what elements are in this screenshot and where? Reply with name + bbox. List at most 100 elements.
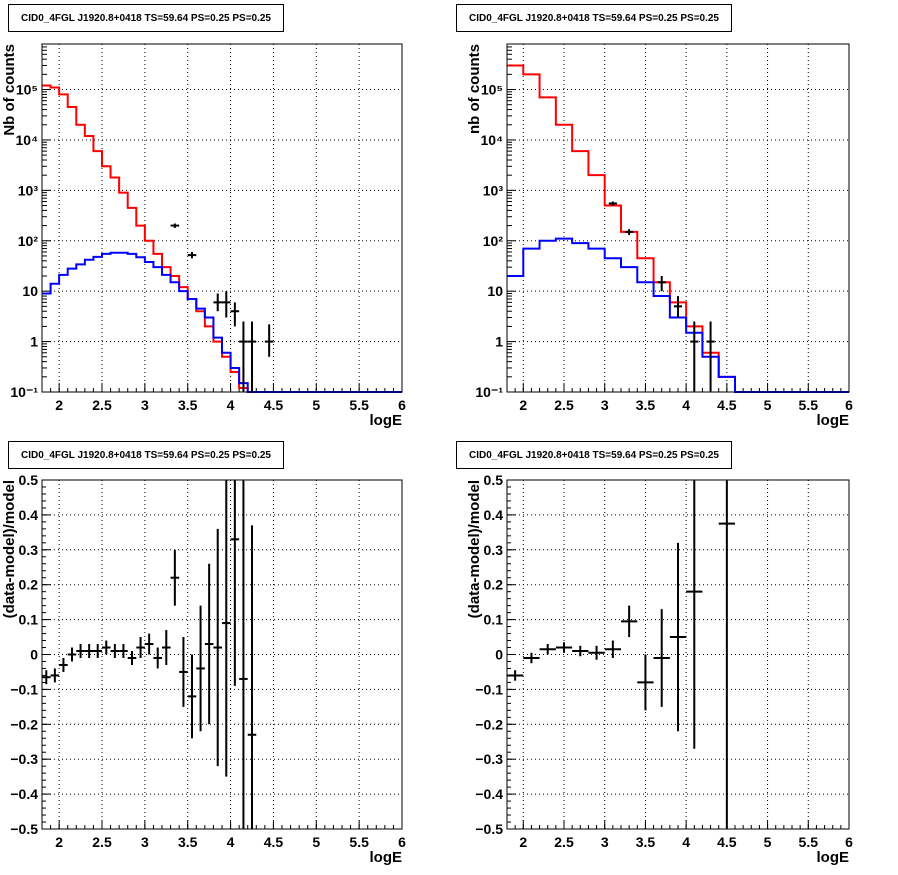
y-axis-label: (data-model)/model: [1, 480, 18, 618]
y-tick-label: 10⁴: [16, 132, 39, 148]
data-point: [230, 302, 240, 327]
data-point: [187, 251, 197, 259]
data-point: [67, 647, 77, 662]
y-tick-label: −0.4: [10, 786, 38, 802]
data-point: [110, 644, 120, 658]
data-point: [84, 644, 94, 658]
data-point: [247, 321, 257, 392]
y-tick-label: −0.5: [10, 821, 38, 837]
y-tick-label: −0.1: [475, 681, 503, 697]
data-point: [59, 657, 68, 672]
x-tick-label: 6: [398, 397, 406, 413]
x-axis-label: logE: [817, 849, 850, 866]
data-point: [657, 276, 666, 292]
data-point: [555, 642, 573, 653]
x-axis-label: logE: [817, 412, 850, 429]
y-tick-label: 10³: [18, 182, 39, 198]
y-tick-label: 0.5: [19, 472, 39, 488]
x-tick-label: 3: [601, 834, 609, 850]
data-point: [204, 563, 214, 725]
data-point: [230, 480, 240, 686]
data-point: [588, 645, 605, 660]
data-point: [673, 296, 683, 318]
x-tick-label: 3.5: [178, 397, 198, 413]
residual-plot: 2 2.5 3 3.5 4 4.5 5 5.5 6 −0.5 −0.4 −0.3 −0.2 −0.1 0 0.…: [466, 472, 853, 866]
x-tick-label: 3.5: [178, 834, 198, 850]
plot-frame: [506, 43, 850, 393]
y-tick-label: 10: [22, 283, 38, 299]
plot-frame: [41, 479, 403, 830]
data-point: [669, 542, 687, 732]
y-tick-label: −0.4: [475, 786, 503, 802]
y-tick-label: 0: [30, 647, 38, 663]
y-tick-label: 0.3: [19, 542, 39, 558]
x-tick-label: 6: [845, 397, 853, 413]
plot-frame: [506, 479, 850, 830]
x-tick-label: 4.5: [264, 834, 284, 850]
x-tick-label: 2.5: [554, 397, 574, 413]
data-point: [539, 644, 556, 655]
data-point: [136, 637, 145, 658]
residual-plot: 2 2.5 3 3.5 4 4.5 5 5.5 6 −0.5 −0.4 −0.3 −0.2 −0.1 0 0.…: [1, 472, 406, 866]
y-tick-label: 0.4: [19, 507, 39, 523]
y-tick-label: 10: [487, 283, 503, 299]
x-tick-label: 2: [55, 834, 63, 850]
x-tick-label: 4: [227, 834, 235, 850]
data-point: [222, 480, 231, 777]
x-tick-label: 3: [141, 397, 149, 413]
data-point: [625, 229, 634, 236]
y-tick-label: −0.3: [475, 751, 503, 767]
x-tick-label: 6: [845, 834, 853, 850]
y-tick-label: −0.5: [475, 821, 503, 837]
counts-plot: 2 2.5 3 3.5 4 4.5 5 5.5 6 10⁻¹ 1 10 10² 10³ 10⁴ 10⁵ logE…: [466, 43, 853, 429]
data-point: [196, 605, 205, 732]
y-tick-label: 10⁴: [481, 132, 504, 148]
x-tick-label: 5: [312, 834, 320, 850]
data-point: [222, 291, 231, 318]
plot-title: CID0_4FGL J1920.8+0418 TS=59.64 PS=0.25 …: [8, 4, 284, 32]
panel-counts-left: CID0_4FGL J1920.8+0418 TS=59.64 PS=0.25 …: [0, 0, 449, 437]
x-tick-label: 3.5: [636, 834, 656, 850]
data-point: [239, 321, 248, 392]
y-tick-label: −0.1: [10, 681, 38, 697]
data-point: [42, 670, 51, 685]
y-tick-label: 10²: [18, 233, 39, 249]
panel-residual-right: CID0_4FGL J1920.8+0418 TS=59.64 PS=0.25 …: [449, 437, 898, 874]
y-tick-label: 10²: [483, 233, 504, 249]
x-tick-label: 2: [55, 397, 63, 413]
data-point: [621, 605, 638, 638]
y-tick-label: 0.3: [484, 542, 504, 558]
data-point: [50, 668, 60, 683]
data-point: [608, 201, 617, 206]
data-point: [718, 480, 735, 829]
series-line: [507, 64, 849, 393]
plot-title: CID0_4FGL J1920.8+0418 TS=59.64 PS=0.25 …: [456, 4, 732, 32]
y-tick-label: 10⁵: [16, 82, 38, 98]
data-point: [187, 654, 197, 739]
y-tick-label: 10⁻¹: [10, 384, 38, 400]
x-tick-label: 5.5: [349, 397, 369, 413]
x-tick-label: 5.5: [799, 834, 819, 850]
data-point: [213, 293, 222, 312]
x-tick-label: 2.5: [92, 397, 112, 413]
data-point: [637, 654, 654, 711]
data-point: [686, 480, 703, 749]
plot-title: CID0_4FGL J1920.8+0418 TS=59.64 PS=0.25 …: [456, 441, 732, 469]
y-axis-label: (data-model)/model: [466, 480, 483, 618]
data-point: [93, 644, 102, 658]
panel-counts-right: CID0_4FGL J1920.8+0418 TS=59.64 PS=0.25 …: [449, 0, 898, 437]
counts-plot: 2 2.5 3 3.5 4 4.5 5 5.5 6 10⁻¹ 1 10 10² 10³ 10⁴ 10⁵ logE…: [1, 43, 406, 429]
data-point: [179, 637, 188, 707]
data-point: [264, 324, 274, 357]
x-tick-label: 4.5: [717, 834, 737, 850]
x-tick-label: 3.5: [636, 397, 656, 413]
y-tick-label: −0.3: [10, 751, 38, 767]
x-tick-label: 4.5: [264, 397, 284, 413]
y-tick-label: 0.2: [19, 577, 39, 593]
data-point: [76, 644, 85, 658]
y-tick-label: 1: [30, 334, 38, 350]
data-point: [507, 670, 524, 681]
x-tick-label: 4: [227, 397, 235, 413]
y-axis-label: Nb of counts: [1, 44, 18, 136]
y-axis-label: nb of counts: [466, 44, 483, 134]
